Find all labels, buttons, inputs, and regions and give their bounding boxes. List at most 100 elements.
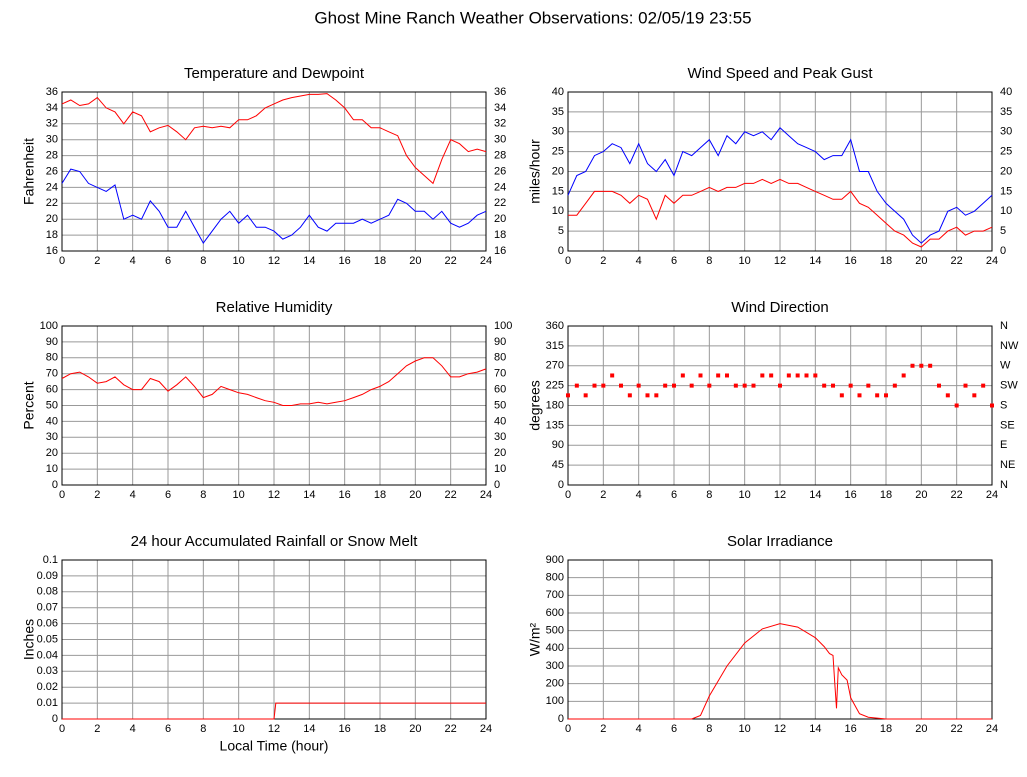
x-tick-label: 18: [880, 723, 892, 735]
y-tick-label: 0.06: [37, 618, 58, 630]
x-tick-label: 16: [845, 255, 857, 267]
y-tick-label: 315: [546, 340, 564, 352]
x-tick-label: 16: [845, 723, 857, 735]
y-axis-label: degrees: [527, 380, 543, 431]
y2-tick-label: 40: [1000, 86, 1012, 98]
data-point: [636, 383, 641, 388]
x-tick-label: 20: [409, 723, 421, 735]
y2-tick-label: 24: [494, 181, 506, 193]
y2-tick-label: 28: [494, 150, 506, 162]
x-tick-label: 8: [706, 255, 712, 267]
x-tick-label: 24: [480, 255, 492, 267]
y2-tick-label: 15: [1000, 185, 1012, 197]
y-tick-label: 0: [558, 713, 564, 725]
data-point: [963, 383, 968, 388]
x-tick-label: 12: [774, 489, 786, 501]
y-tick-label: 800: [546, 572, 564, 584]
data-point: [786, 373, 791, 378]
x-tick-label: 0: [565, 255, 571, 267]
y-tick-label: 360: [546, 320, 564, 332]
x-tick-label: 8: [200, 489, 206, 501]
y-tick-label: 36: [46, 86, 58, 98]
plot-frame: [61, 325, 487, 486]
x-tick-label: 24: [986, 255, 998, 267]
x-tick-label: 8: [706, 723, 712, 735]
y2-tick-label: 22: [494, 197, 506, 209]
x-tick-label: 4: [130, 255, 136, 267]
data-point: [707, 383, 712, 388]
data-point: [583, 393, 588, 398]
y-tick-label: 0.03: [37, 665, 58, 677]
y-tick-label: 0.02: [37, 681, 58, 693]
x-tick-label: 0: [59, 489, 65, 501]
y2-tick-label: 34: [494, 102, 506, 114]
y-tick-label: 90: [552, 439, 564, 451]
data-point: [822, 383, 827, 388]
y2-tick-label: 90: [494, 336, 506, 348]
x-tick-label: 4: [636, 255, 642, 267]
data-point: [760, 373, 765, 378]
x-tick-label: 6: [671, 255, 677, 267]
x-tick-label: 14: [303, 723, 315, 735]
y2-tick-label: N: [1000, 320, 1008, 332]
x-tick-label: 10: [233, 723, 245, 735]
y2-tick-label: SW: [1000, 380, 1018, 392]
x-tick-label: 16: [339, 255, 351, 267]
x-tick-label: 16: [845, 489, 857, 501]
x-tick-label: 24: [480, 489, 492, 501]
data-line: [62, 702, 486, 720]
data-point: [672, 383, 676, 388]
y-tick-label: 270: [546, 360, 564, 372]
y2-tick-label: 30: [494, 431, 506, 443]
data-point: [619, 383, 623, 388]
y2-tick-label: S: [1000, 399, 1007, 411]
y-tick-label: 30: [552, 126, 564, 138]
data-point: [610, 373, 615, 378]
y-tick-label: 0.05: [37, 633, 58, 645]
x-tick-label: 2: [94, 723, 100, 735]
y-tick-label: 100: [40, 320, 58, 332]
y-tick-label: 32: [46, 118, 58, 130]
x-tick-label: 6: [671, 489, 677, 501]
x-tick-label: 16: [339, 723, 351, 735]
x-tick-label: 12: [268, 255, 280, 267]
x-tick-label: 0: [565, 489, 571, 501]
y-tick-label: 30: [46, 134, 58, 146]
data-point: [698, 373, 703, 378]
x-tick-label: 22: [445, 489, 457, 501]
y2-tick-label: 10: [1000, 205, 1012, 217]
x-tick-label: 24: [986, 723, 998, 735]
x-tick-label: 12: [774, 723, 786, 735]
y2-tick-label: 60: [494, 384, 506, 396]
data-point: [884, 393, 888, 398]
data-point: [981, 383, 986, 388]
chart-title: Wind Speed and Peak Gust: [687, 65, 873, 82]
y-tick-label: 40: [552, 86, 564, 98]
x-tick-label: 18: [880, 255, 892, 267]
y-tick-label: 0: [52, 713, 58, 725]
x-tick-label: 20: [409, 489, 421, 501]
x-tick-label: 6: [165, 489, 171, 501]
data-point: [945, 393, 950, 398]
y-tick-label: 20: [46, 213, 58, 225]
y-tick-label: 0: [52, 479, 58, 491]
x-tick-label: 18: [374, 255, 386, 267]
x-tick-label: 0: [59, 723, 65, 735]
y2-tick-label: 80: [494, 352, 506, 364]
y-tick-label: 180: [546, 399, 564, 411]
data-point: [839, 393, 844, 398]
y2-tick-label: 26: [494, 165, 506, 177]
data-point: [601, 383, 606, 388]
y-tick-label: 70: [46, 368, 58, 380]
data-line: [61, 357, 487, 406]
x-tick-label: 2: [94, 255, 100, 267]
y2-tick-label: E: [1000, 439, 1007, 451]
x-tick-label: 6: [671, 723, 677, 735]
y-tick-label: 10: [46, 463, 58, 475]
y2-tick-label: 18: [494, 229, 506, 241]
y2-tick-label: 0: [1000, 245, 1006, 257]
data-point: [990, 403, 994, 408]
x-tick-label: 20: [409, 255, 421, 267]
data-point: [866, 383, 871, 388]
